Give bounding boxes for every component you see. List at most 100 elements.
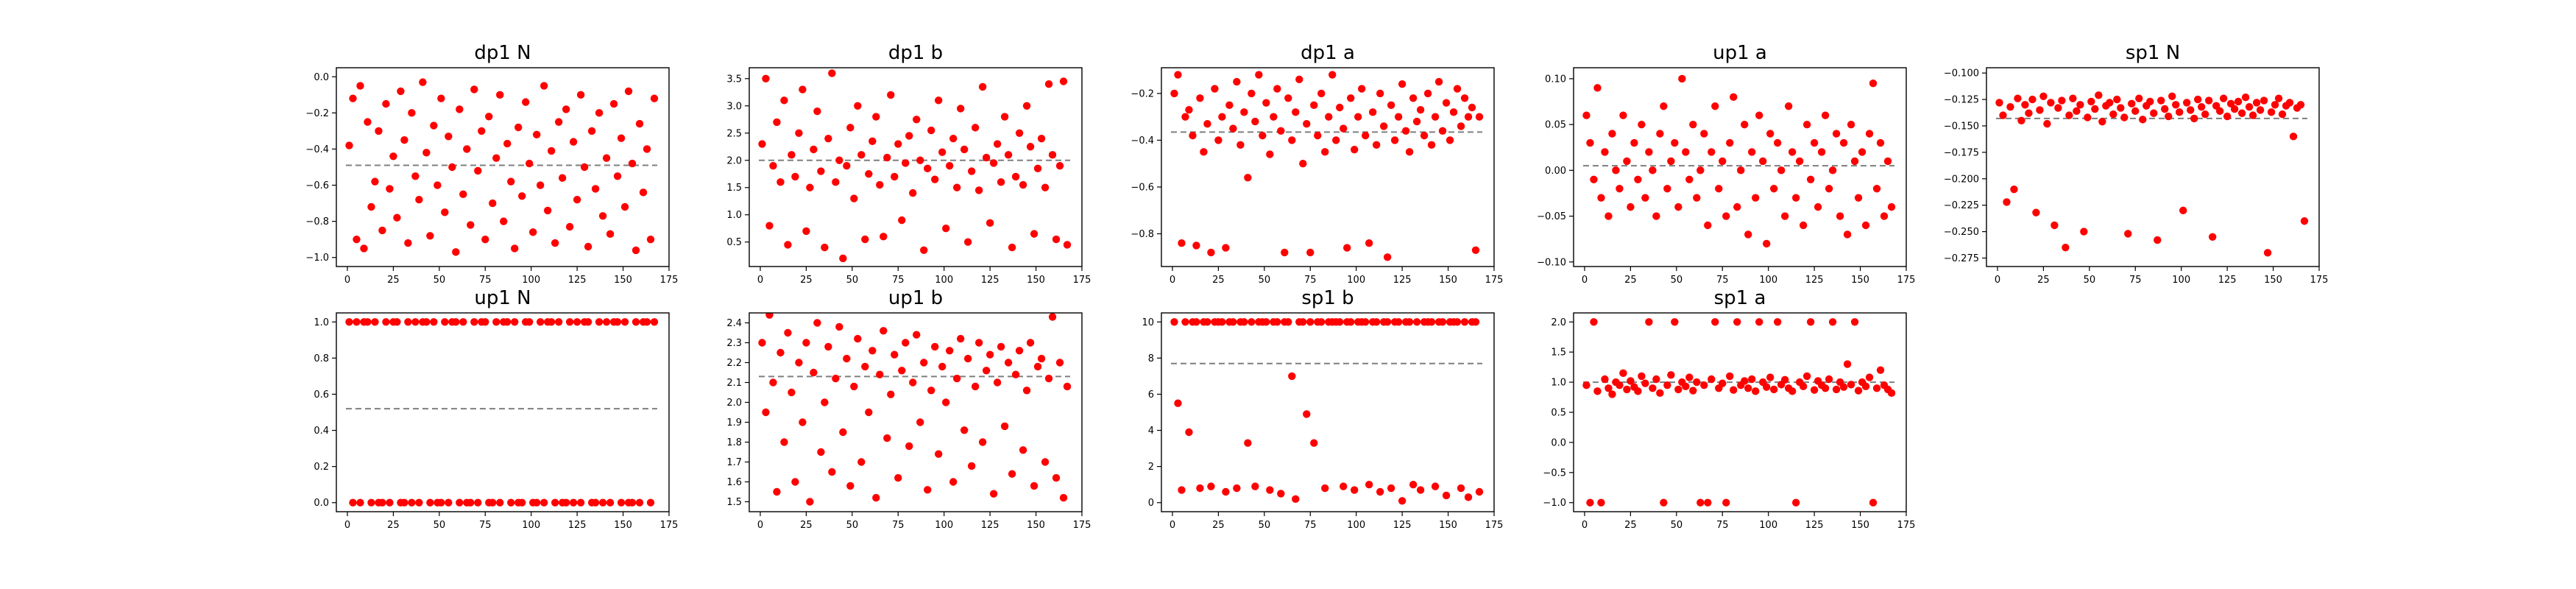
data-point <box>595 109 604 117</box>
data-point <box>393 214 401 222</box>
data-point <box>784 241 792 249</box>
data-point <box>467 221 475 229</box>
data-point <box>606 498 615 507</box>
data-point <box>415 498 423 507</box>
data-point <box>1678 74 1686 83</box>
x-tick-label: 75 <box>479 520 492 531</box>
data-point <box>353 318 361 326</box>
data-point <box>2039 92 2048 100</box>
data-point <box>1412 318 1421 326</box>
x-tick-label: 125 <box>568 520 587 531</box>
data-point <box>1634 387 1642 395</box>
x-tick-label: 75 <box>892 275 905 286</box>
data-point <box>419 78 427 86</box>
data-point <box>1449 108 1458 116</box>
data-point <box>1780 212 1789 220</box>
data-point <box>839 428 847 437</box>
data-point <box>1839 138 1848 147</box>
data-point <box>1880 212 1889 220</box>
data-point <box>1233 484 1241 493</box>
data-point <box>758 140 766 148</box>
data-point <box>1780 375 1789 384</box>
data-point <box>2245 102 2254 111</box>
data-point <box>1030 482 1038 490</box>
data-point <box>1284 318 1292 326</box>
x-tick-label: 50 <box>434 275 446 286</box>
data-point <box>902 159 910 167</box>
data-point <box>1236 141 1245 149</box>
x-tick-label: 175 <box>1897 520 1916 531</box>
data-point <box>1170 318 1178 326</box>
data-point <box>602 154 611 162</box>
data-point <box>839 254 847 263</box>
data-point <box>1791 498 1800 507</box>
data-point <box>913 331 921 339</box>
data-point <box>408 498 416 507</box>
data-point <box>1351 145 1359 154</box>
data-point <box>883 434 891 442</box>
y-tick-label: −0.200 <box>1944 174 1979 185</box>
x-tick-label: 25 <box>1624 520 1637 531</box>
data-point <box>1590 318 1598 326</box>
data-point <box>1365 239 1373 247</box>
data-point <box>1059 493 1068 502</box>
data-point <box>595 318 604 326</box>
data-point <box>1011 370 1020 378</box>
data-point <box>404 239 412 247</box>
data-point <box>1225 101 1234 110</box>
data-point <box>1619 369 1627 378</box>
data-point <box>1652 375 1660 384</box>
data-point <box>997 342 1005 351</box>
x-tick-label: 75 <box>1304 520 1317 531</box>
data-point <box>2241 94 2250 102</box>
data-point <box>1700 381 1708 389</box>
data-point <box>1229 318 1237 326</box>
data-point <box>876 370 884 378</box>
data-point <box>1248 89 1256 98</box>
data-point <box>1649 166 1657 174</box>
y-tick-label: 2.4 <box>726 318 742 329</box>
data-point <box>1383 318 1392 326</box>
y-tick-label: 0.8 <box>314 353 329 364</box>
data-point <box>1457 484 1465 493</box>
y-tick-label: 2.0 <box>726 155 742 166</box>
y-tick-label: −0.8 <box>1130 229 1154 240</box>
data-point <box>1593 387 1602 395</box>
data-point <box>2248 111 2257 119</box>
data-point <box>1850 157 1859 166</box>
data-point <box>1387 484 1395 493</box>
axes-frame <box>336 312 670 512</box>
data-point <box>2190 114 2198 123</box>
data-point <box>1004 359 1013 367</box>
data-point <box>481 235 489 244</box>
data-point <box>1427 141 1436 149</box>
subplot: sp1 N 0 25 50 75 100 125 150 175 −0.275 −0.250 −0.2… <box>1944 42 2329 286</box>
data-point <box>1608 390 1616 398</box>
data-point <box>587 127 596 135</box>
data-point <box>1052 473 1061 482</box>
data-point <box>2201 110 2209 119</box>
data-point <box>1795 157 1804 166</box>
data-point <box>1582 381 1590 389</box>
data-point <box>349 498 357 507</box>
data-point <box>426 498 434 507</box>
data-point <box>850 382 858 391</box>
x-tick-label: 175 <box>2310 275 2329 286</box>
data-point <box>806 183 814 191</box>
x-tick-label: 125 <box>1393 520 1412 531</box>
y-tick-label: 3.5 <box>726 74 742 85</box>
data-point <box>982 153 991 162</box>
y-tick-label: −0.150 <box>1944 121 1979 132</box>
data-point <box>2062 243 2070 252</box>
x-tick-label: 50 <box>2084 275 2096 286</box>
data-point <box>1674 385 1682 394</box>
x-tick-label: 25 <box>800 275 813 286</box>
data-point <box>1214 136 1222 144</box>
data-point <box>960 426 969 434</box>
data-point <box>536 318 545 326</box>
data-point <box>2069 94 2077 102</box>
data-point <box>430 318 438 326</box>
data-point <box>1708 375 1716 384</box>
x-tick-label: 75 <box>892 520 905 531</box>
data-point <box>2124 230 2132 238</box>
